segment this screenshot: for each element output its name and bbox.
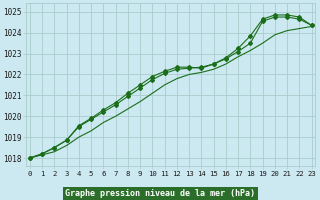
Text: Graphe pression niveau de la mer (hPa): Graphe pression niveau de la mer (hPa) <box>65 189 255 198</box>
